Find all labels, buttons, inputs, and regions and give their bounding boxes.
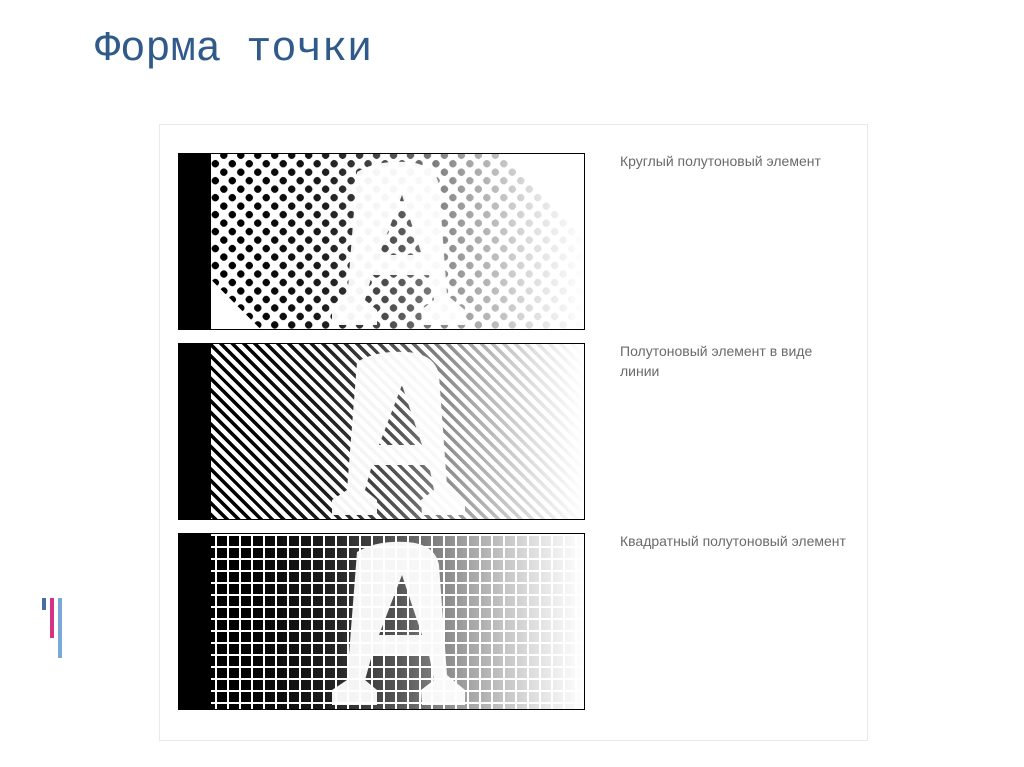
- accent-bar-3: [58, 598, 62, 658]
- slide-title: Форма точки: [95, 25, 372, 73]
- accent-bar-2: [50, 598, 54, 638]
- square-grid-pattern: [179, 534, 584, 709]
- caption-square: Квадратный полутоновый элемент: [620, 531, 846, 551]
- theme-accent-bars: [42, 598, 70, 658]
- accent-bar-1: [42, 598, 46, 610]
- solid-dark-edge: [179, 154, 211, 329]
- caption-round: Круглый полутоновый элемент: [620, 151, 821, 171]
- slide: Форма точки Круглый полутоновый элемент …: [0, 0, 1024, 767]
- solid-dark-edge: [179, 534, 211, 709]
- panel-square-halftone: [178, 533, 585, 710]
- round-dot-pattern: [178, 153, 585, 330]
- diagonal-line-pattern: [179, 344, 584, 519]
- solid-dark-edge: [179, 344, 211, 519]
- caption-line: Полутоновый элемент в виде линии: [620, 341, 850, 382]
- panel-line-halftone: [178, 343, 585, 520]
- halftone-figure: Круглый полутоновый элемент Полутоновый …: [159, 124, 868, 741]
- panel-round-halftone: [178, 153, 585, 330]
